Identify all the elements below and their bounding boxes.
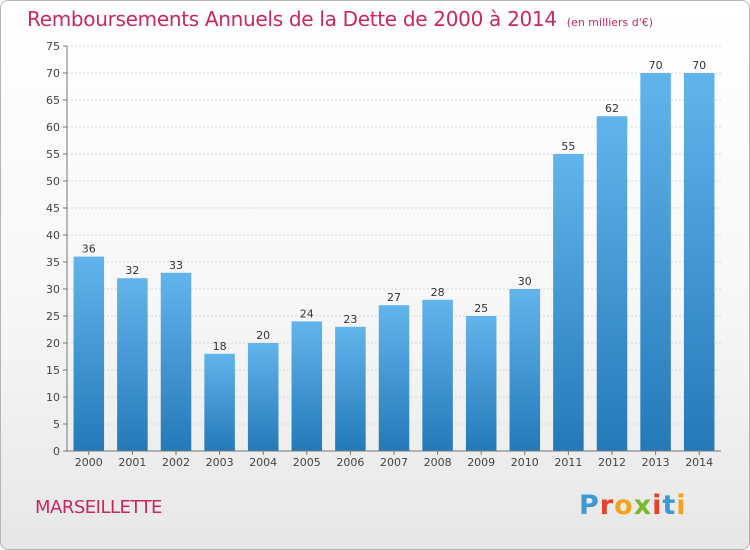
x-tick-label: 2006 — [336, 456, 364, 469]
data-label: 55 — [561, 140, 575, 153]
y-tick-label: 40 — [46, 229, 60, 242]
data-label: 24 — [300, 307, 314, 320]
bar-2010[interactable] — [509, 289, 541, 451]
x-tick-label: 2003 — [206, 456, 234, 469]
data-label: 32 — [125, 264, 139, 277]
data-label: 18 — [213, 340, 227, 353]
x-tick-label: 2004 — [249, 456, 277, 469]
bars — [73, 73, 715, 451]
y-tick-label: 5 — [53, 418, 60, 431]
data-label: 33 — [169, 259, 183, 272]
bar-2006[interactable] — [335, 326, 366, 451]
x-tick-label: 2002 — [162, 456, 190, 469]
x-tick-label: 2014 — [685, 456, 713, 469]
bar-2004[interactable] — [247, 343, 279, 451]
proxiti-logo[interactable]: Proxiti — [579, 490, 687, 521]
y-tick-label: 10 — [46, 391, 60, 404]
y-tick-label: 25 — [46, 310, 60, 323]
bar-2005[interactable] — [291, 321, 323, 451]
y-tick-label: 15 — [46, 364, 60, 377]
y-tick-label: 20 — [46, 337, 60, 350]
y-tick-label: 35 — [46, 256, 60, 269]
chart-subtitle: (en milliers d'€) — [566, 16, 654, 29]
logo-letter: t — [662, 490, 677, 521]
data-label: 23 — [343, 313, 357, 326]
logo-letter: o — [614, 490, 634, 521]
bar-2003[interactable] — [204, 353, 235, 451]
y-tick-label: 65 — [46, 94, 60, 107]
logo-letter: i — [652, 490, 663, 521]
bar-2001[interactable] — [117, 278, 148, 451]
axes: 0 5 10 15 20 25 30 35 40 45 50 55 60 65 70 75 2000 2001 20… — [46, 40, 721, 469]
logo-letter: P — [579, 490, 600, 521]
bar-2012[interactable] — [596, 116, 628, 451]
data-label: 25 — [474, 302, 488, 315]
data-label: 28 — [431, 286, 445, 299]
bar-2000[interactable] — [73, 256, 105, 451]
town-name: MARSEILLETTE — [35, 497, 162, 518]
data-label: 27 — [387, 291, 401, 304]
y-tick-label: 45 — [46, 202, 60, 215]
y-tick-label: 50 — [46, 175, 60, 188]
data-label: 62 — [605, 102, 619, 115]
data-label: 20 — [256, 329, 270, 342]
data-label: 36 — [82, 243, 96, 256]
bar-2009[interactable] — [465, 316, 497, 451]
chart-title-row: Remboursements Annuels de la Dette de 20… — [27, 7, 653, 31]
y-tick-label: 70 — [46, 67, 60, 80]
chart-title: Remboursements Annuels de la Dette de 20… — [27, 7, 557, 31]
logo-letter: x — [633, 490, 653, 521]
x-tick-label: 2009 — [467, 456, 495, 469]
logo-letter: r — [599, 490, 615, 521]
bar-2007[interactable] — [378, 305, 410, 451]
bar-2008[interactable] — [422, 299, 453, 451]
x-tick-label: 2000 — [75, 456, 103, 469]
x-tick-label: 2007 — [380, 456, 408, 469]
data-label: 30 — [518, 275, 532, 288]
bar-2013[interactable] — [640, 73, 671, 451]
x-tick-label: 2008 — [424, 456, 452, 469]
x-tick-label: 2001 — [118, 456, 146, 469]
y-tick-label: 55 — [46, 148, 60, 161]
logo-letter: i — [676, 490, 687, 521]
x-tick-label: 2011 — [554, 456, 582, 469]
x-tick-label: 2005 — [293, 456, 321, 469]
x-tick-label: 2012 — [598, 456, 626, 469]
data-labels: 36 32 33 18 20 24 23 27 28 25 30 55 62 70 70 — [82, 59, 706, 353]
bar-2014[interactable] — [683, 73, 715, 451]
y-tick-label: 0 — [53, 445, 60, 458]
y-tick-label: 75 — [46, 40, 60, 53]
x-tick-label: 2010 — [511, 456, 539, 469]
y-tick-label: 30 — [46, 283, 60, 296]
bar-2002[interactable] — [160, 272, 192, 451]
data-label: 70 — [649, 59, 663, 72]
x-tick-label: 2013 — [642, 456, 670, 469]
bar-2011[interactable] — [553, 154, 584, 451]
y-tick-label: 60 — [46, 121, 60, 134]
data-label: 70 — [692, 59, 706, 72]
